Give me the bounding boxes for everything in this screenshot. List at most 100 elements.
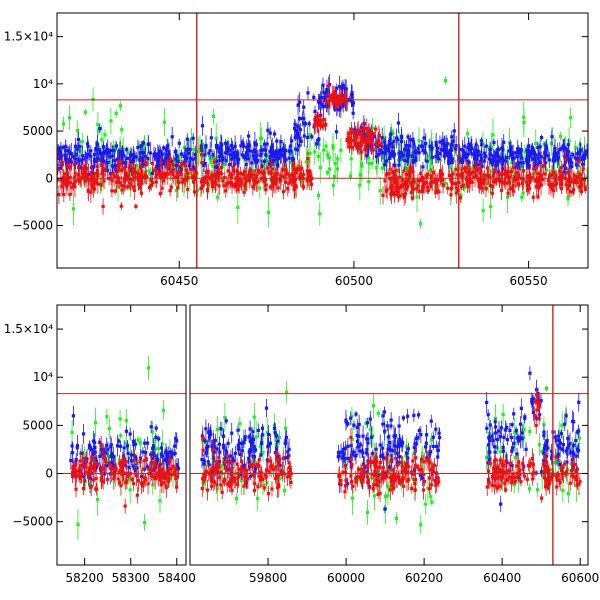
blue-point bbox=[320, 96, 323, 99]
green-point bbox=[444, 79, 447, 82]
green-point bbox=[489, 205, 492, 208]
green-point bbox=[84, 111, 87, 114]
red-point bbox=[144, 161, 147, 164]
blue-point bbox=[141, 450, 144, 453]
green-point bbox=[256, 497, 259, 500]
red-point bbox=[271, 185, 274, 188]
red-point bbox=[497, 173, 500, 176]
blue-point bbox=[540, 136, 543, 139]
blue-point bbox=[281, 149, 284, 152]
blue-point bbox=[66, 149, 69, 152]
red-point bbox=[136, 494, 139, 497]
green-point bbox=[360, 164, 363, 167]
red-point bbox=[391, 171, 394, 174]
green-point bbox=[253, 416, 256, 419]
red-point bbox=[357, 130, 360, 133]
green-point bbox=[158, 499, 161, 502]
green-point bbox=[252, 459, 255, 462]
blue-point bbox=[255, 143, 258, 146]
blue-point bbox=[500, 147, 503, 150]
green-point bbox=[163, 121, 166, 124]
red-point bbox=[293, 169, 296, 172]
red-point bbox=[99, 183, 102, 186]
green-point bbox=[522, 116, 525, 119]
red-point bbox=[474, 166, 477, 169]
blue-point bbox=[139, 457, 142, 460]
blue-point bbox=[120, 150, 123, 153]
red-point bbox=[244, 182, 247, 185]
red-point bbox=[365, 127, 368, 130]
blue-point bbox=[403, 159, 406, 162]
red-point bbox=[77, 173, 80, 176]
blue-point bbox=[234, 151, 237, 154]
red-point bbox=[112, 468, 115, 471]
red-point bbox=[578, 160, 581, 163]
red-point bbox=[157, 466, 160, 469]
red-point bbox=[135, 474, 138, 477]
blue-point bbox=[315, 142, 318, 145]
green-point bbox=[283, 489, 286, 492]
blue-point bbox=[126, 444, 129, 447]
blue-point bbox=[438, 140, 441, 143]
red-point bbox=[185, 169, 188, 172]
blue-point bbox=[125, 148, 128, 151]
blue-point bbox=[152, 444, 155, 447]
blue-point bbox=[397, 164, 400, 167]
red-point bbox=[112, 172, 115, 175]
blue-point bbox=[545, 144, 548, 147]
blue-point bbox=[180, 152, 183, 155]
blue-point bbox=[388, 140, 391, 143]
red-point bbox=[84, 165, 87, 168]
blue-point bbox=[110, 164, 113, 167]
red-point bbox=[124, 504, 127, 507]
blue-point bbox=[173, 445, 176, 448]
red-point bbox=[441, 172, 444, 175]
blue-point bbox=[215, 144, 218, 147]
red-point bbox=[60, 185, 63, 188]
red-point bbox=[532, 196, 535, 199]
blue-point bbox=[187, 152, 190, 155]
green-point bbox=[419, 523, 422, 526]
blue-point bbox=[583, 157, 586, 160]
blue-point bbox=[247, 134, 250, 137]
blue-point bbox=[146, 442, 149, 445]
blue-point bbox=[203, 153, 206, 156]
blue-point bbox=[102, 145, 105, 148]
red-point bbox=[131, 169, 134, 172]
blue-point bbox=[396, 138, 399, 141]
blue-point bbox=[71, 444, 74, 447]
green-point bbox=[377, 412, 380, 415]
blue-point bbox=[240, 141, 243, 144]
blue-point bbox=[534, 154, 537, 157]
green-point bbox=[334, 162, 337, 165]
green-point bbox=[94, 421, 97, 424]
red-point bbox=[362, 127, 365, 130]
blue-point bbox=[483, 155, 486, 158]
red-point bbox=[57, 193, 60, 196]
red-point bbox=[138, 460, 141, 463]
red-point bbox=[168, 163, 171, 166]
blue-point bbox=[142, 141, 145, 144]
blue-point bbox=[435, 141, 438, 144]
green-point bbox=[350, 157, 353, 160]
red-point bbox=[230, 174, 233, 177]
blue-point bbox=[302, 106, 305, 109]
red-point bbox=[475, 174, 478, 177]
red-point bbox=[537, 180, 540, 183]
red-point bbox=[176, 186, 179, 189]
red-point bbox=[288, 174, 291, 177]
green-point bbox=[358, 184, 361, 187]
green-point bbox=[96, 123, 99, 126]
green-point bbox=[367, 180, 370, 183]
red-point bbox=[526, 188, 529, 191]
red-point bbox=[521, 182, 524, 185]
red-point bbox=[568, 184, 571, 187]
red-point bbox=[140, 182, 143, 185]
blue-point bbox=[76, 446, 79, 449]
red-point bbox=[441, 183, 444, 186]
blue-point bbox=[306, 136, 309, 139]
red-point bbox=[93, 181, 96, 184]
green-point bbox=[318, 212, 321, 215]
blue-point bbox=[248, 144, 251, 147]
red-point bbox=[222, 184, 225, 187]
